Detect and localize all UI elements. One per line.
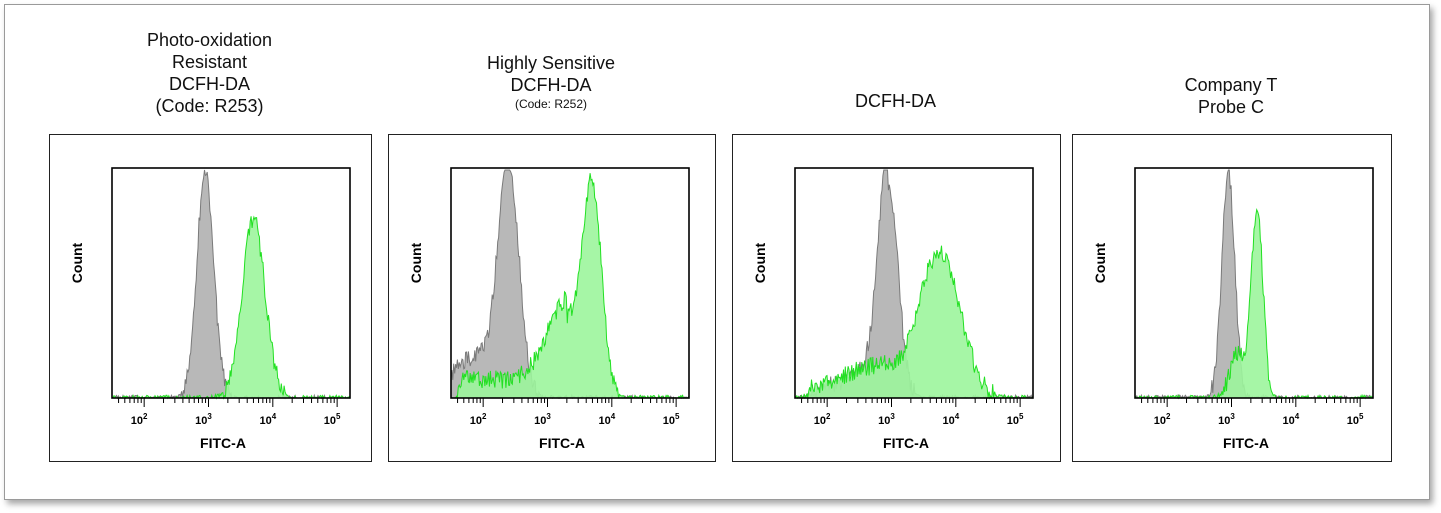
x-tick-label: 104 xyxy=(942,412,959,427)
y-axis-label: Count xyxy=(752,242,768,283)
stained-histogram-fill xyxy=(451,173,689,398)
x-axis-label: FITC-A xyxy=(200,435,246,451)
x-tick-label: 102 xyxy=(1154,412,1171,427)
stained-histogram-line xyxy=(112,215,351,400)
x-tick-label: 103 xyxy=(195,412,212,427)
panel-title: Highly Sensitive DCFH-DA (Code: R252) xyxy=(348,52,754,112)
x-tick-label: 104 xyxy=(259,412,276,427)
panel-title-line: DCFH-DA xyxy=(169,74,250,94)
panel-title-line: Company T xyxy=(1184,75,1278,95)
x-tick-label: 103 xyxy=(1218,412,1235,427)
stained-histogram-fill xyxy=(795,245,1033,398)
x-tick-label: 102 xyxy=(470,412,487,427)
x-axis-label: FITC-A xyxy=(883,435,929,451)
histogram-svg: 102 103 104 105 FITC-A Count xyxy=(752,167,1034,451)
histogram-svg: 102 103 104 105 FITC-A Count xyxy=(69,167,351,451)
x-tick-label: 105 xyxy=(663,412,680,427)
control-histogram-line xyxy=(111,169,351,400)
plot-frame xyxy=(450,167,690,399)
histogram-panel: 102 103 104 105 FITC-A Count xyxy=(49,134,372,462)
panel-title: DCFH-DA xyxy=(692,90,1099,112)
x-axis-label: FITC-A xyxy=(1223,435,1269,451)
x-axis-label: FITC-A xyxy=(539,435,585,451)
stained-histogram-fill xyxy=(1135,209,1373,398)
panel-title-line: (Code: R253) xyxy=(155,96,264,116)
control-histogram-fill xyxy=(451,170,689,398)
panel-title-line: (Code: R252) xyxy=(514,97,588,111)
x-tick-label: 104 xyxy=(1282,412,1299,427)
histogram-panel: 102 103 104 105 FITC-A Count xyxy=(732,134,1061,462)
x-tick-label: 102 xyxy=(814,412,831,427)
histogram-panel: 102 103 104 105 FITC-A Count xyxy=(1072,134,1392,462)
y-axis-label: Count xyxy=(408,242,424,283)
x-tick-label: 103 xyxy=(878,412,895,427)
control-histogram-fill xyxy=(112,170,350,398)
histogram-svg: 102 103 104 105 FITC-A Count xyxy=(1092,167,1374,451)
panel-title-line: Resistant xyxy=(171,52,248,72)
x-tick-label: 105 xyxy=(1007,412,1024,427)
stained-histogram-line xyxy=(794,245,1034,400)
histogram-svg: 102 103 104 105 FITC-A Count xyxy=(408,167,690,451)
x-tick-label: 103 xyxy=(534,412,551,427)
panel-title-line: Photo-oxidation xyxy=(146,30,273,50)
plot-frame xyxy=(794,167,1034,399)
x-tick-label: 102 xyxy=(131,412,148,427)
y-axis-label: Count xyxy=(69,242,85,283)
plot-frame xyxy=(1134,167,1374,399)
panel-title-line: DCFH-DA xyxy=(510,75,592,95)
histogram-panel: 102 103 104 105 FITC-A Count xyxy=(388,134,716,462)
y-axis-label: Count xyxy=(1092,242,1108,283)
panel-title-line: Highly Sensitive xyxy=(486,53,616,73)
x-tick-label: 105 xyxy=(1347,412,1364,427)
panel-title: Photo-oxidation Resistant DCFH-DA (Code: R2… xyxy=(9,29,410,117)
plot-frame xyxy=(111,167,351,399)
panel-title-line: DCFH-DA xyxy=(855,91,936,111)
panel-title: Company T Probe C xyxy=(1032,74,1430,118)
panel-title-line: Probe C xyxy=(1197,97,1265,117)
x-tick-label: 105 xyxy=(324,412,341,427)
x-tick-label: 104 xyxy=(598,412,615,427)
